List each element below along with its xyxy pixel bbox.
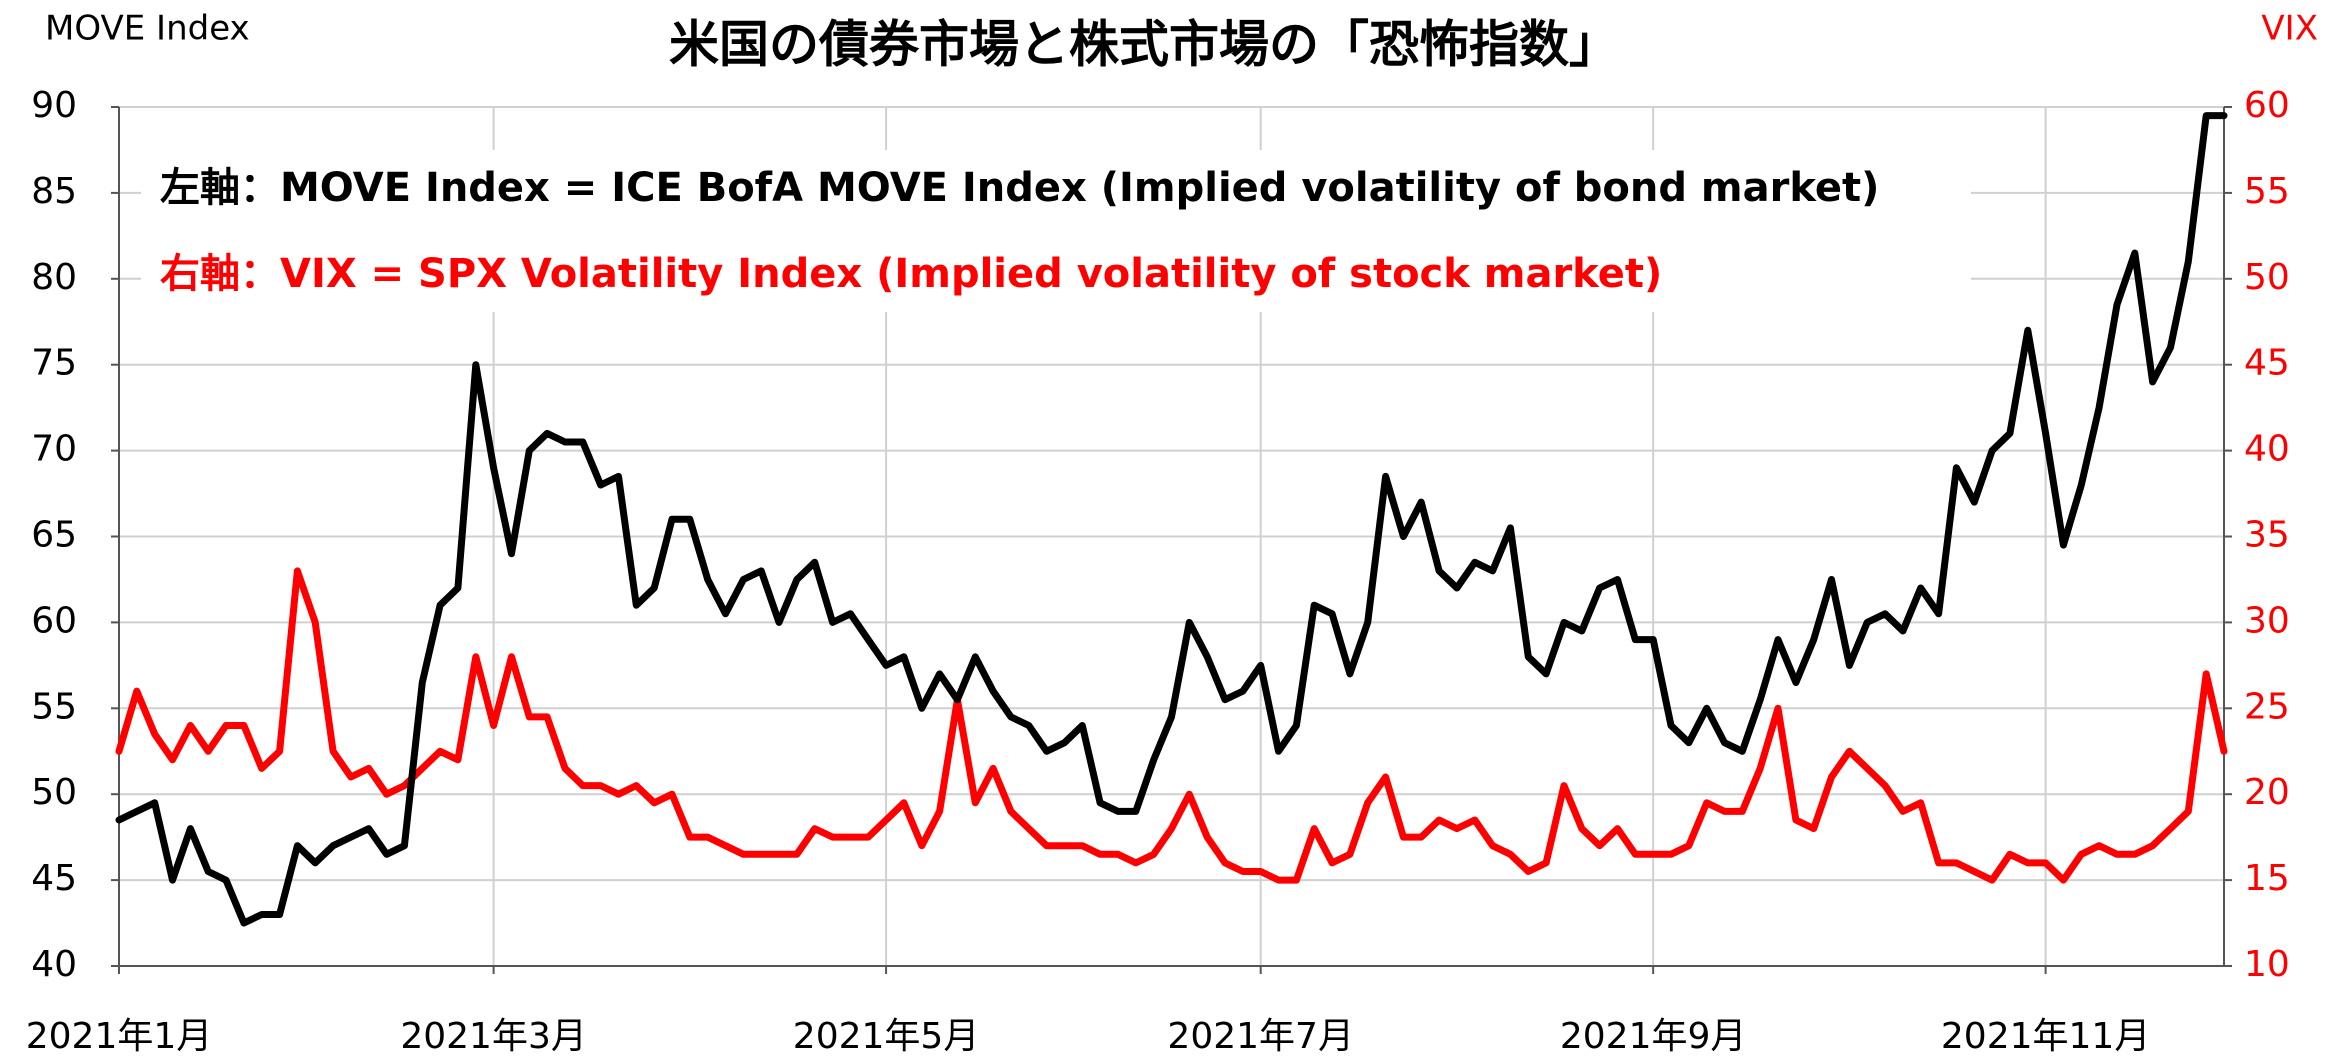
x-tick-label: 2021年9月 [1560,1016,1747,1057]
y2-tick-label: 40 [2244,429,2290,470]
y2-tick-label: 45 [2244,343,2290,384]
annotation: 左軸：MOVE Index = ICE BofA MOVE Index (Imp… [160,165,1879,211]
y2-tick-label: 50 [2244,257,2290,298]
y-tick-label: 40 [31,944,77,985]
y-tick-label: 65 [31,515,77,556]
y-tick-label: 45 [31,858,77,899]
x-tick-label: 2021年7月 [1167,1016,1354,1057]
annotation: 右軸：VIX = SPX Volatility Index (Implied v… [160,251,1662,297]
y2-tick-label: 30 [2244,600,2290,641]
y2-tick-label: 20 [2244,772,2290,813]
y-axis-label: MOVE Index [45,9,250,49]
y-tick-label: 80 [31,257,77,298]
annotation-box [141,150,1971,312]
y-tick-label: 60 [31,600,77,641]
y2-tick-label: 55 [2244,171,2290,212]
series-line [115,112,2228,927]
series-line [115,567,2228,884]
y2-tick-label: 35 [2244,515,2290,556]
y2-tick-label: 60 [2244,85,2290,126]
y2-axis-label: VIX [2261,9,2318,49]
chart-title: 米国の債券市場と株式市場の「恐怖指数」 [669,16,1619,74]
x-tick-label: 2021年11月 [1941,1016,2150,1057]
y2-tick-label: 15 [2244,858,2290,899]
y-tick-label: 50 [31,772,77,813]
y-tick-label: 85 [31,171,77,212]
x-tick-label: 2021年5月 [793,1016,980,1057]
x-tick-label: 2021年1月 [26,1016,213,1057]
x-tick-label: 2021年3月 [400,1016,587,1057]
y-tick-label: 90 [31,85,77,126]
y2-tick-label: 25 [2244,686,2290,727]
y-tick-label: 70 [31,429,77,470]
y-tick-label: 55 [31,686,77,727]
y2-tick-label: 10 [2244,944,2290,985]
y-tick-label: 75 [31,343,77,384]
